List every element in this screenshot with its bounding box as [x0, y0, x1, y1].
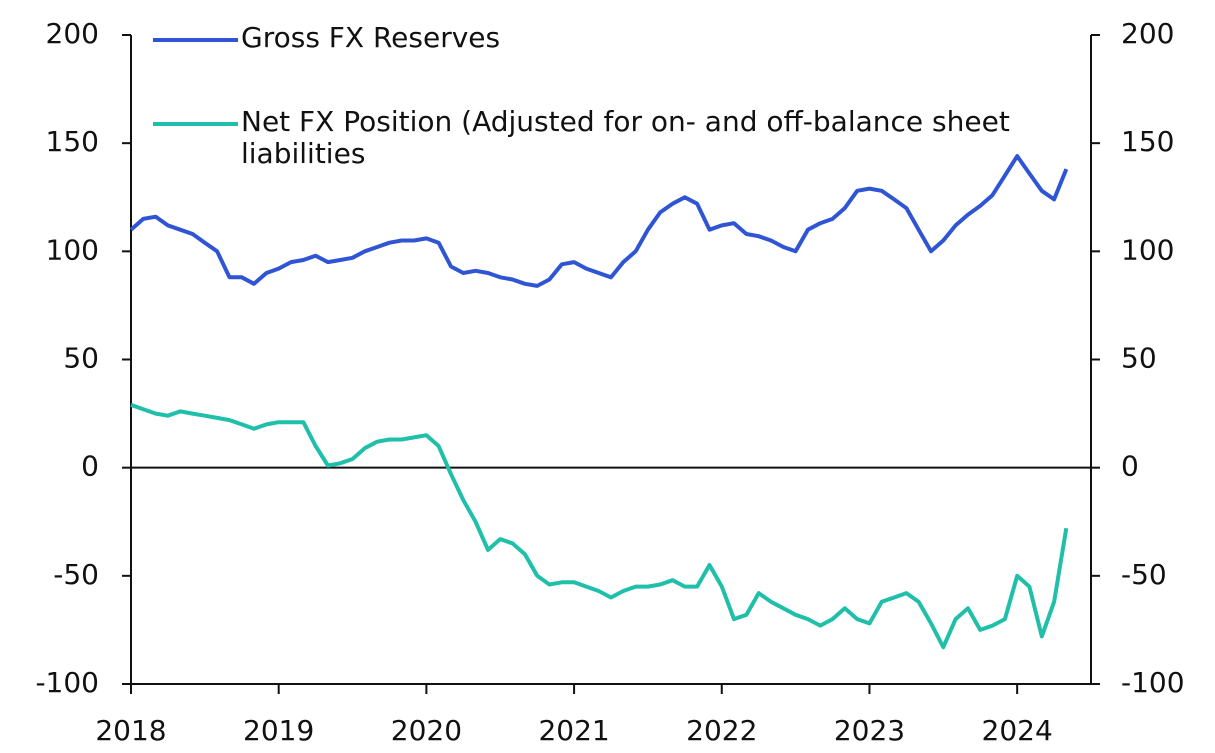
series-line	[129, 154, 1069, 288]
y2-tick-label: 150	[1121, 125, 1174, 158]
legend-label: Gross FX Reserves	[241, 21, 501, 54]
x-tick-label: 2020	[391, 714, 462, 747]
x-tick-label: 2021	[538, 714, 609, 747]
y-tick-label: 0	[81, 450, 99, 483]
y-tick-label: -50	[53, 558, 99, 591]
y-tick-label: 50	[63, 342, 99, 375]
y2-tick-label: -50	[1121, 558, 1167, 591]
y-tick-label: 150	[46, 125, 99, 158]
legend-label: Net FX Position (Adjusted for on- and of…	[241, 105, 1010, 170]
x-tick-label: 2024	[982, 714, 1053, 747]
x-tick-label: 2022	[686, 714, 757, 747]
series-line	[130, 403, 1069, 650]
y2-tick-label: 200	[1121, 17, 1174, 50]
x-tick-label: 2023	[834, 714, 905, 747]
y-tick-label: 200	[46, 17, 99, 50]
x-tick-label: 2019	[243, 714, 314, 747]
y2-tick-label: -100	[1121, 666, 1185, 699]
x-tick-label: 2018	[95, 714, 166, 747]
y-tick-label: -100	[35, 666, 99, 699]
y2-tick-label: 50	[1121, 342, 1157, 375]
y2-tick-label: 0	[1121, 450, 1139, 483]
y-tick-label: 100	[46, 233, 99, 266]
y2-tick-label: 100	[1121, 233, 1174, 266]
